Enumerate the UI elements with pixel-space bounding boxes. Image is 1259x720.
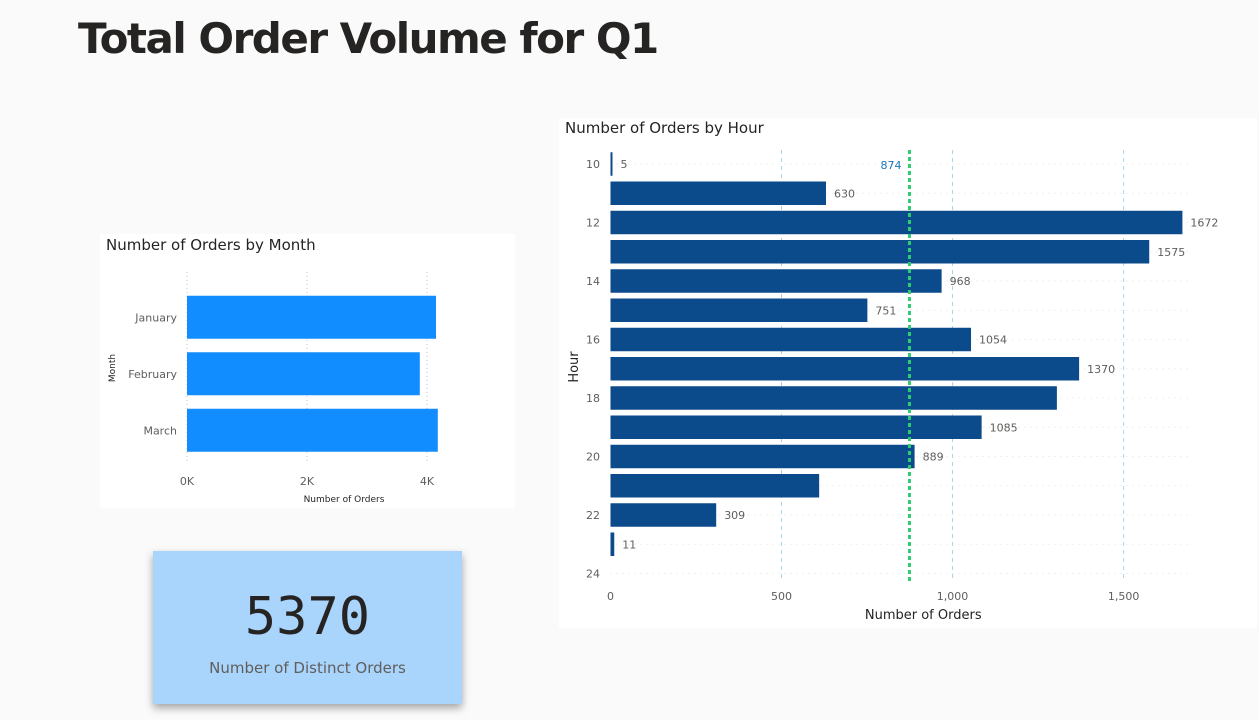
hour-x-tick-label: 1,000 bbox=[937, 590, 969, 603]
hour-y-tick-label: 18 bbox=[586, 392, 600, 405]
hour-x-tick-label: 0 bbox=[607, 590, 614, 603]
month-bar bbox=[187, 408, 438, 452]
month-chart-svg: 0K 2K 4K January February March Number of Orde… bbox=[108, 272, 438, 505]
month-y-tick-label: January bbox=[134, 311, 177, 324]
month-bar bbox=[187, 352, 420, 396]
hour-data-label: 309 bbox=[724, 509, 745, 522]
hour-data-label: 630 bbox=[834, 187, 855, 200]
hour-bar bbox=[610, 357, 1080, 381]
hour-data-label: 1054 bbox=[979, 334, 1007, 347]
hour-data-label: 889 bbox=[923, 451, 944, 464]
hour-y-tick-label: 24 bbox=[586, 568, 600, 581]
hour-bar bbox=[610, 386, 1057, 410]
hour-bar bbox=[610, 152, 613, 176]
hour-bar bbox=[610, 240, 1150, 264]
hour-bar bbox=[610, 503, 717, 527]
month-x-axis-title: Number of Orders bbox=[304, 495, 385, 505]
distinct-orders-card[interactable]: 5370 Number of Distinct Orders bbox=[153, 551, 462, 704]
hour-y-axis-title: Hour bbox=[567, 351, 582, 383]
hour-y-tick-label: 20 bbox=[586, 451, 600, 464]
hour-bar bbox=[610, 444, 915, 469]
hour-data-label: 751 bbox=[875, 304, 896, 317]
orders-by-hour-chart[interactable]: Number of Orders by Hour 0 500 1,000 1,500 5… bbox=[559, 118, 1257, 628]
card-label: Number of Distinct Orders bbox=[209, 659, 406, 677]
month-x-tick-label: 0K bbox=[180, 475, 195, 488]
hour-x-tick-label: 500 bbox=[771, 590, 792, 603]
month-x-tick-label: 2K bbox=[300, 475, 315, 488]
month-x-tick-label: 4K bbox=[420, 475, 435, 488]
month-y-axis-title: Month bbox=[108, 354, 118, 382]
month-chart-title: Number of Orders by Month bbox=[106, 236, 316, 254]
hour-y-tick-label: 16 bbox=[586, 334, 600, 347]
hour-x-axis-title: Number of Orders bbox=[865, 608, 982, 623]
hour-data-label: 1085 bbox=[990, 421, 1018, 434]
hour-bar bbox=[610, 181, 826, 205]
hour-bar bbox=[610, 210, 1183, 235]
hour-chart-title: Number of Orders by Hour bbox=[565, 119, 764, 137]
hour-data-label: 5 bbox=[621, 158, 628, 171]
hour-y-tick-label: 22 bbox=[586, 509, 600, 522]
hour-data-label: 1672 bbox=[1190, 217, 1218, 230]
month-y-tick-label: February bbox=[128, 368, 177, 381]
hour-bar bbox=[610, 532, 615, 556]
hour-chart-svg: 0 500 1,000 1,500 5 10 630 1672 12 1575 968 14 751 10… bbox=[567, 150, 1218, 623]
hour-y-tick-label: 10 bbox=[586, 158, 600, 171]
page-title: Total Order Volume for Q1 bbox=[78, 14, 659, 63]
hour-y-tick-label: 12 bbox=[586, 217, 600, 230]
card-value: 5370 bbox=[244, 587, 371, 647]
hour-data-label: 11 bbox=[622, 538, 636, 551]
month-bar bbox=[187, 295, 436, 339]
hour-x-tick-label: 1,500 bbox=[1108, 590, 1140, 603]
hour-data-label: 1575 bbox=[1157, 246, 1185, 259]
hour-bar bbox=[610, 415, 982, 439]
hour-data-label: 968 bbox=[950, 275, 971, 288]
average-line-label: 874 bbox=[880, 159, 901, 172]
hour-bar bbox=[610, 474, 820, 498]
hour-bar bbox=[610, 269, 942, 293]
month-y-tick-label: March bbox=[143, 424, 177, 437]
hour-bar bbox=[610, 298, 868, 322]
hour-bar bbox=[610, 327, 972, 352]
orders-by-month-chart[interactable]: Number of Orders by Month 0K 2K 4K January F… bbox=[100, 234, 515, 508]
hour-y-tick-label: 14 bbox=[586, 275, 600, 288]
hour-data-label: 1370 bbox=[1087, 363, 1115, 376]
